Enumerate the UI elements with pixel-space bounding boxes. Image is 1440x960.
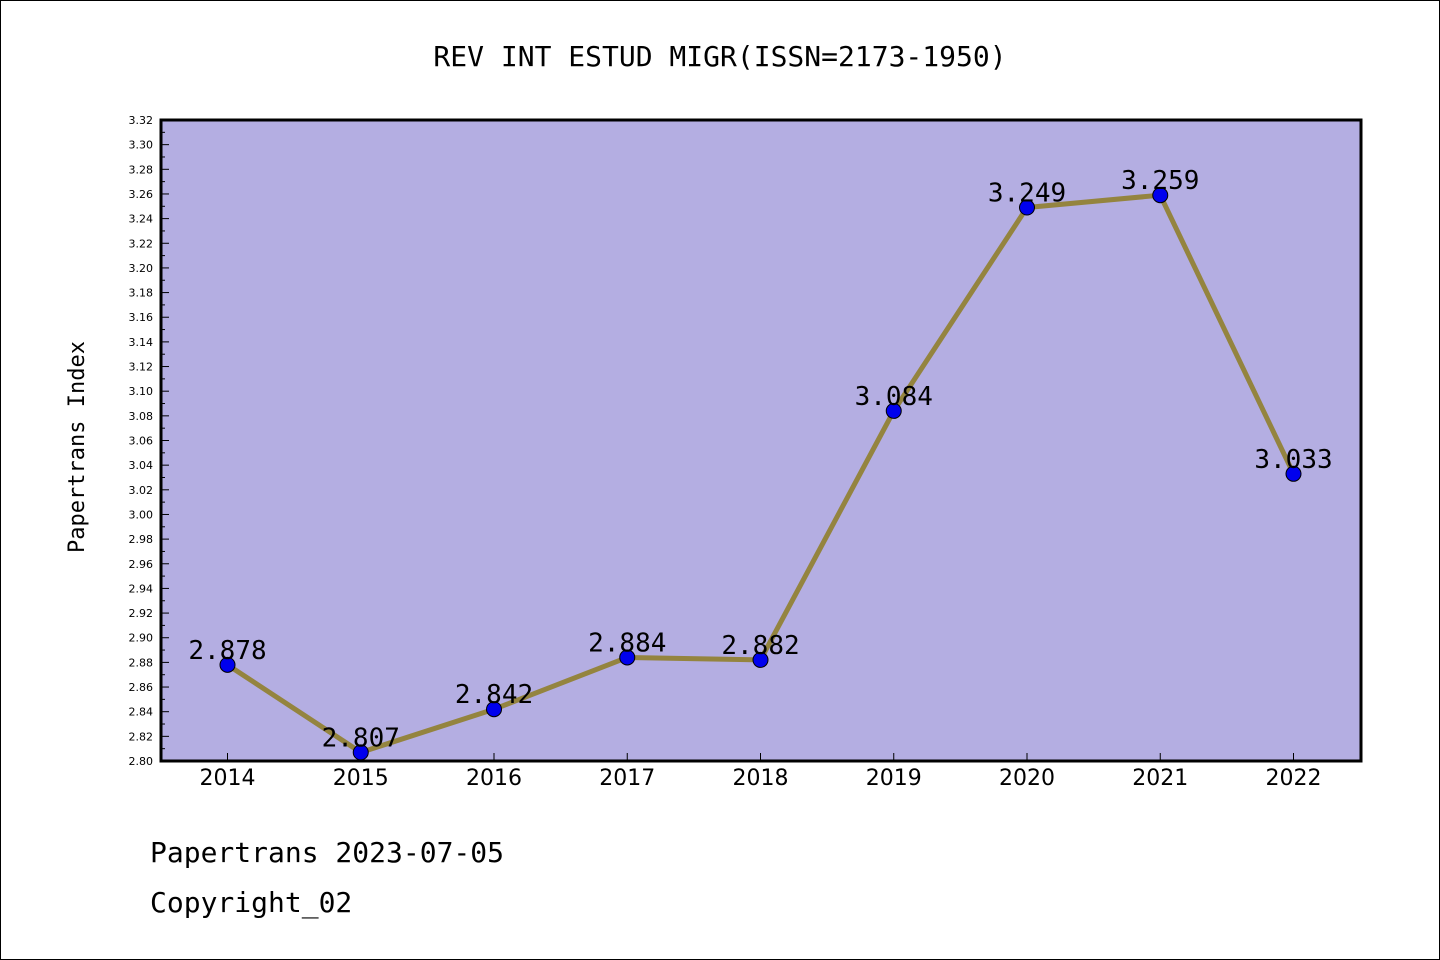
chart-title: REV INT ESTUD MIGR(ISSN=2173-1950) (433, 40, 1006, 73)
y-tick-label: 3.06 (129, 435, 154, 448)
data-labels: 2.878 2.807 2.842 2.884 2.882 3.084 3.249 3.259… (188, 166, 1332, 753)
data-points (219, 187, 1302, 761)
y-tick-label: 3.00 (129, 508, 154, 521)
x-tick-label: 2014 (200, 766, 256, 791)
y-tick-label: 2.96 (129, 558, 154, 571)
data-point (752, 651, 769, 668)
data-label: 3.249 (988, 179, 1066, 209)
data-label: 2.807 (322, 723, 400, 753)
y-tick-label: 2.92 (129, 607, 154, 620)
y-axis-ticks: 2.80 2.82 2.84 2.86 2.88 2.90 2.92 2.94 2.96 2.98… (129, 114, 169, 768)
y-tick-label: 3.26 (129, 188, 154, 201)
y-tick-label: 3.30 (129, 139, 154, 152)
x-tick-label: 2021 (1132, 766, 1188, 791)
y-tick-label: 3.14 (129, 336, 154, 349)
y-tick-label: 3.24 (129, 213, 154, 226)
y-tick-label: 2.88 (129, 656, 154, 669)
y-tick-label: 2.84 (129, 706, 154, 719)
y-tick-label: 3.04 (129, 459, 154, 472)
data-point (486, 701, 502, 718)
data-point (885, 402, 902, 419)
data-point (1152, 187, 1169, 204)
x-tick-label: 2018 (733, 766, 789, 791)
footer-copyright: Copyright_02 (150, 886, 353, 919)
x-tick-label: 2016 (466, 766, 522, 791)
data-point (619, 649, 636, 666)
y-tick-label: 3.32 (129, 114, 154, 127)
x-tick-label: 2022 (1266, 766, 1322, 791)
data-label: 2.878 (188, 636, 266, 666)
data-label: 2.882 (721, 631, 799, 661)
y-tick-label: 3.18 (129, 287, 154, 300)
footer-date: Papertrans 2023-07-05 (150, 836, 505, 869)
data-label: 3.033 (1254, 445, 1332, 475)
x-tick-label: 2020 (999, 766, 1055, 791)
y-tick-label: 3.28 (129, 163, 154, 176)
y-tick-label: 3.20 (129, 262, 154, 275)
data-point (352, 744, 369, 761)
y-tick-label: 2.94 (129, 582, 154, 595)
x-tick-label: 2019 (866, 766, 922, 791)
y-tick-label: 2.82 (129, 730, 154, 743)
y-tick-label: 3.22 (129, 237, 154, 250)
data-point (1019, 199, 1035, 216)
y-tick-label: 3.02 (129, 484, 154, 497)
data-point (219, 656, 236, 673)
x-tick-label: 2017 (599, 766, 655, 791)
y-tick-label: 3.16 (129, 311, 154, 324)
y-tick-label: 2.86 (129, 681, 154, 694)
y-tick-label: 3.08 (129, 410, 154, 423)
x-axis-ticks: 2014 2015 2016 2017 2018 2019 2020 2021 2022 (200, 753, 1322, 791)
y-axis-label: Papertrans Index (65, 341, 90, 553)
data-label: 3.084 (855, 382, 933, 412)
y-tick-label: 2.98 (129, 533, 154, 546)
y-tick-label: 3.12 (129, 361, 154, 374)
y-tick-label: 2.90 (129, 632, 154, 645)
data-label: 2.884 (588, 628, 666, 658)
x-tick-label: 2015 (333, 766, 389, 791)
y-tick-label: 3.10 (129, 385, 154, 398)
data-label: 3.259 (1121, 166, 1199, 196)
data-label: 2.842 (455, 680, 533, 710)
y-tick-label: 2.80 (129, 755, 154, 768)
data-point (1285, 465, 1302, 482)
